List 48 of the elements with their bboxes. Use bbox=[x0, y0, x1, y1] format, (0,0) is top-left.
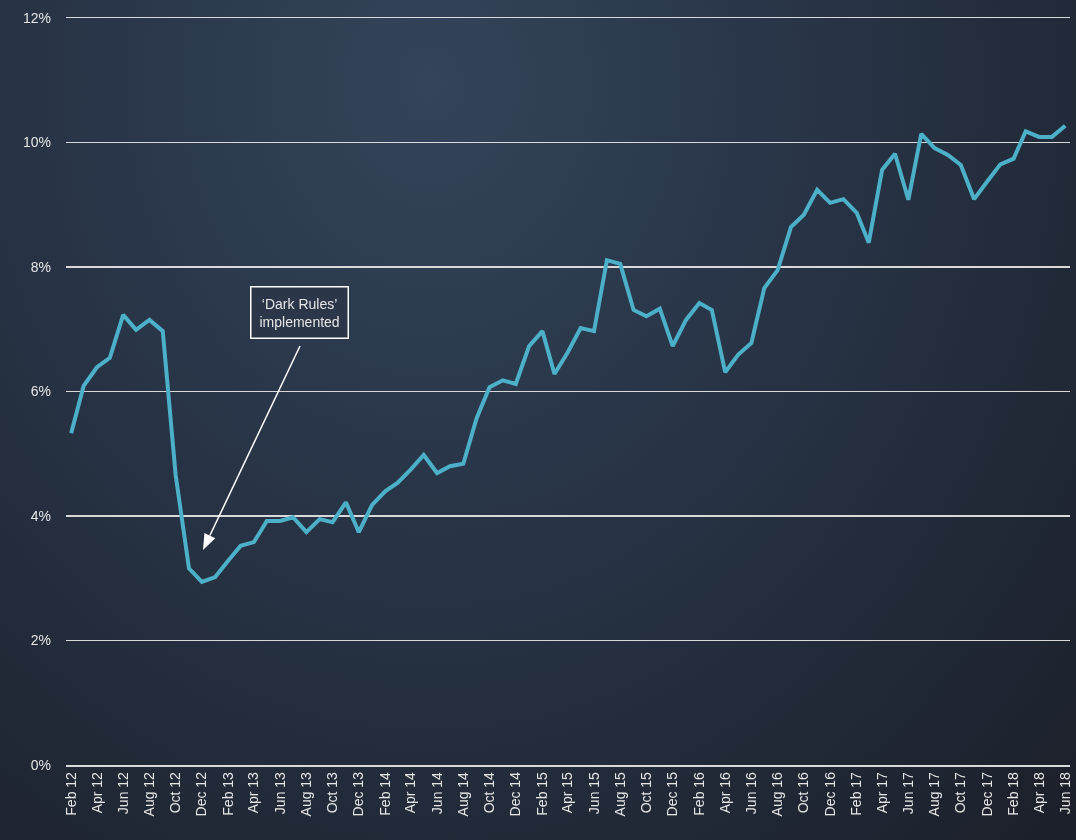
x-tick-label: Dec 17 bbox=[978, 771, 995, 817]
x-tick-label: Jun 18 bbox=[1056, 771, 1073, 815]
x-tick-label: Aug 14 bbox=[454, 771, 471, 817]
x-tick-label: Oct 17 bbox=[952, 771, 969, 814]
x-tick-label: Apr 12 bbox=[88, 771, 105, 814]
y-tick-label: 0% bbox=[30, 756, 51, 773]
x-tick-label: Feb 13 bbox=[220, 771, 237, 816]
x-tick-label: Apr 13 bbox=[245, 771, 262, 814]
x-tick-label: Feb 14 bbox=[377, 771, 394, 816]
x-tick-label: Jun 16 bbox=[742, 771, 759, 815]
x-tick-label: Aug 12 bbox=[140, 771, 157, 817]
x-tick-label: Oct 14 bbox=[481, 771, 498, 814]
x-tick-label: Jun 15 bbox=[585, 771, 602, 815]
x-tick-label: Dec 14 bbox=[507, 771, 524, 817]
x-tick-label: Oct 15 bbox=[638, 771, 655, 814]
x-tick-label: Dec 13 bbox=[350, 771, 367, 817]
x-tick-label: Jun 13 bbox=[271, 771, 288, 815]
x-tick-label: Oct 16 bbox=[795, 771, 812, 814]
x-tick-label: Apr 17 bbox=[873, 771, 890, 814]
x-tick-label: Dec 16 bbox=[821, 771, 838, 817]
x-tick-label: Feb 15 bbox=[533, 771, 550, 816]
x-tick-label: Feb 18 bbox=[1005, 771, 1022, 816]
line-series bbox=[69, 123, 1068, 584]
annotation: ‘Dark Rules’ implemented bbox=[259, 295, 340, 330]
x-tick-label: Feb 16 bbox=[690, 771, 707, 816]
y-tick-label: 10% bbox=[22, 134, 51, 151]
x-tick-label: Jun 17 bbox=[899, 771, 916, 815]
x-tick-label: Feb 12 bbox=[62, 771, 79, 816]
x-tick-label: Jun 14 bbox=[428, 771, 445, 815]
y-tick-label: 12% bbox=[22, 9, 51, 26]
x-tick-label: Jun 12 bbox=[114, 771, 131, 815]
x-tick-label: Apr 18 bbox=[1030, 771, 1047, 814]
x-tick-label: Aug 16 bbox=[769, 771, 786, 817]
x-tick-label: Apr 15 bbox=[559, 771, 576, 814]
x-tick-label: Dec 12 bbox=[193, 771, 210, 817]
x-tick-label: Apr 14 bbox=[402, 771, 419, 814]
x-tick-label: Aug 15 bbox=[611, 771, 628, 817]
x-tick-label: Aug 17 bbox=[926, 771, 943, 817]
y-tick-label: 2% bbox=[30, 632, 51, 649]
x-tick-label: Oct 13 bbox=[324, 771, 341, 814]
x-tick-label: Aug 13 bbox=[297, 771, 314, 817]
y-tick-label: 8% bbox=[30, 258, 51, 275]
x-tick-label: Dec 15 bbox=[664, 771, 681, 817]
y-tick-label: 4% bbox=[30, 507, 51, 524]
x-tick-label: Feb 17 bbox=[848, 771, 865, 816]
x-tick-label: Oct 12 bbox=[167, 771, 184, 814]
y-tick-label: 6% bbox=[30, 383, 51, 400]
x-tick-label: Apr 16 bbox=[716, 771, 733, 814]
